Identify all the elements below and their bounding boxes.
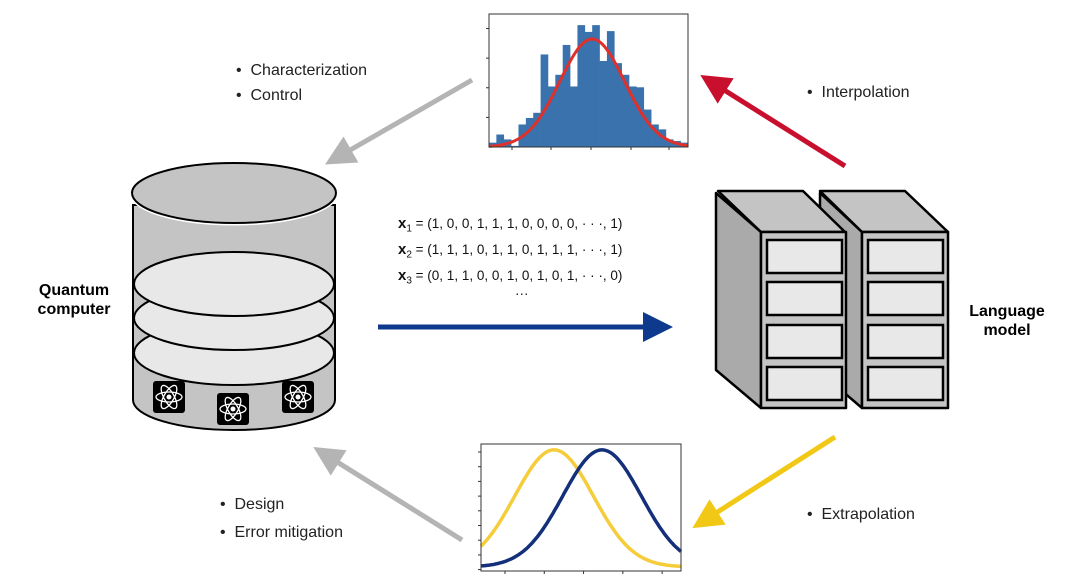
var: x [398,241,407,258]
ellipsis: ··· [515,286,529,301]
navy-curve [480,448,683,568]
distribution-curves-chart [478,443,683,574]
label-bottom-left: • Design • Error mitigation [220,491,343,547]
histogram-bar [496,134,505,147]
histogram-bar [525,117,534,147]
rack-drawer [765,323,844,360]
rack-drawer [765,365,844,402]
arrow-language-to-curves [692,434,837,529]
histogram-frame [488,13,689,148]
quantum-computer-label: Quantum computer [37,282,111,318]
bullet: • [807,84,813,101]
histogram-bar [629,86,637,147]
bullet: • [236,62,242,79]
rack-drawer [866,323,945,360]
histogram-bar [606,31,615,148]
gaussian-fit-curve [488,37,689,148]
histogram-bar [533,112,541,147]
arrow-curves-to-quantum [313,447,464,543]
bullet: • [220,524,226,541]
histogram-bar [592,25,600,147]
histogram-bar [584,31,593,148]
rack-drawer [866,365,945,402]
label-bottom-right: • Extrapolation [807,502,915,527]
histogram-bar [555,74,564,147]
rack-drawers [765,238,945,402]
language-model-label: Language model [969,303,1045,339]
subscript: 2 [406,249,412,261]
label-error-mitigation: Error mitigation [234,524,343,541]
histogram-bar [577,25,586,147]
label-interpolation: Interpolation [821,84,910,101]
subscript: 1 [406,223,412,235]
histogram-bar [665,139,674,147]
subscript: 3 [406,275,412,287]
bullet: • [236,87,242,104]
rack-drawer [866,238,945,275]
histogram-bar [643,109,652,147]
vector: = (1, 0, 0, 1, 1, 1, 0, 0, 0, 0, · · ·, … [415,216,623,231]
yellow-curve [479,448,682,569]
rack-drawer [765,238,844,275]
var: x [398,267,407,284]
curves-frame [480,443,682,572]
histogram-bar [511,145,519,147]
vector: = (0, 1, 1, 0, 0, 1, 0, 1, 0, 1, · · ·, … [415,268,623,283]
equation-x3: x3 = (0, 1, 1, 0, 0, 1, 0, 1, 0, 1, · · … [398,267,622,287]
label-top-right: • Interpolation [807,80,910,105]
histogram-bar [547,86,556,147]
label-design: Design [234,496,285,513]
arrow-histogram-to-quantum [324,77,474,165]
label-control: Control [250,87,303,104]
atom-icon [153,381,185,413]
bullet: • [220,496,226,513]
histogram-bar [562,44,571,147]
histogram-bar [599,60,608,148]
label-characterization: Characterization [250,62,368,79]
atom-icon [217,393,249,425]
histogram-bar [636,87,645,147]
histogram-bar [614,63,622,147]
label-top-left: • Characterization • Control [236,58,367,108]
bullet: • [807,506,813,523]
label-extrapolation: Extrapolation [821,506,915,523]
rack-drawer [866,280,945,317]
vector: = (1, 1, 1, 0, 1, 1, 0, 1, 1, 1, · · ·, … [415,242,623,257]
histogram-bar [651,124,659,147]
rack-drawer [765,280,844,317]
arrow-language-to-histogram [700,75,847,169]
atom-icon [282,381,314,413]
histogram-bar [570,86,578,147]
quantum-computer-icon [129,160,339,431]
var: x [398,215,407,232]
histogram-bar [540,54,549,147]
equation-x1: x1 = (1, 0, 0, 1, 1, 1, 0, 0, 0, 0, · · … [398,215,622,235]
histogram-chart [486,13,689,150]
histogram-bar [621,74,630,147]
equation-x2: x2 = (1, 1, 1, 0, 1, 1, 0, 1, 1, 1, · · … [398,241,622,261]
